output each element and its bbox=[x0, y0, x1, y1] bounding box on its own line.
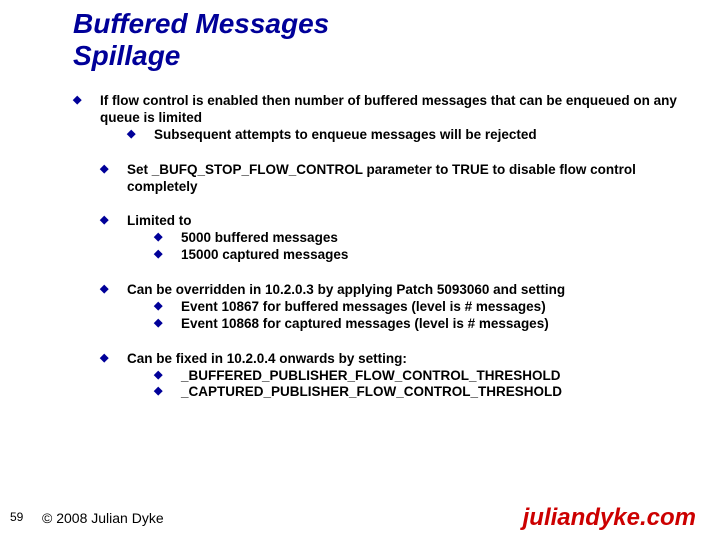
bullet-level-3: _CAPTURED_PUBLISHER_FLOW_CONTROL_THRESHO… bbox=[154, 384, 690, 401]
bullet-text: Can be overridden in 10.2.0.3 by applyin… bbox=[127, 282, 565, 297]
slide-title: Buffered Messages Spillage bbox=[73, 8, 329, 72]
bullet-text: Can be fixed in 10.2.0.4 onwards by sett… bbox=[127, 351, 407, 366]
bullet-text: 15000 captured messages bbox=[181, 247, 348, 262]
bullet-text: _BUFFERED_PUBLISHER_FLOW_CONTROL_THRESHO… bbox=[181, 368, 561, 383]
bullet-level-3: 5000 buffered messages bbox=[154, 230, 690, 247]
slide: Buffered Messages Spillage If flow contr… bbox=[0, 0, 720, 540]
title-line-1: Buffered Messages bbox=[73, 8, 329, 39]
bullet-text: If flow control is enabled then number o… bbox=[100, 93, 677, 125]
bullet-level-3: _BUFFERED_PUBLISHER_FLOW_CONTROL_THRESHO… bbox=[154, 368, 690, 385]
bullet-text: 5000 buffered messages bbox=[181, 230, 338, 245]
bullet-level-3: Event 10867 for buffered messages (level… bbox=[154, 299, 690, 316]
bullet-level-3: 15000 captured messages bbox=[154, 247, 690, 264]
bullet-text: Subsequent attempts to enqueue messages … bbox=[154, 127, 537, 142]
copyright-text: © 2008 Julian Dyke bbox=[42, 510, 164, 526]
page-number: 59 bbox=[10, 510, 23, 524]
bullet-text: Event 10868 for captured messages (level… bbox=[181, 316, 549, 331]
bullet-text: _CAPTURED_PUBLISHER_FLOW_CONTROL_THRESHO… bbox=[181, 384, 562, 399]
bullet-level-2: Set _BUFQ_STOP_FLOW_CONTROL parameter to… bbox=[100, 162, 690, 196]
footer-url: juliandyke.com bbox=[523, 504, 696, 532]
bullet-level-1: If flow control is enabled then number o… bbox=[73, 93, 690, 144]
bullet-level-2: Can be overridden in 10.2.0.3 by applyin… bbox=[100, 282, 690, 333]
bullet-text: Event 10867 for buffered messages (level… bbox=[181, 299, 546, 314]
slide-content: If flow control is enabled then number o… bbox=[73, 93, 690, 419]
title-line-2: Spillage bbox=[73, 40, 180, 71]
bullet-level-2: Subsequent attempts to enqueue messages … bbox=[127, 127, 690, 144]
bullet-text: Set _BUFQ_STOP_FLOW_CONTROL parameter to… bbox=[127, 162, 636, 194]
bullet-text: Limited to bbox=[127, 213, 192, 228]
bullet-level-2: Can be fixed in 10.2.0.4 onwards by sett… bbox=[100, 351, 690, 402]
bullet-level-3: Event 10868 for captured messages (level… bbox=[154, 316, 690, 333]
bullet-level-2: Limited to 5000 buffered messages 15000 … bbox=[100, 213, 690, 264]
